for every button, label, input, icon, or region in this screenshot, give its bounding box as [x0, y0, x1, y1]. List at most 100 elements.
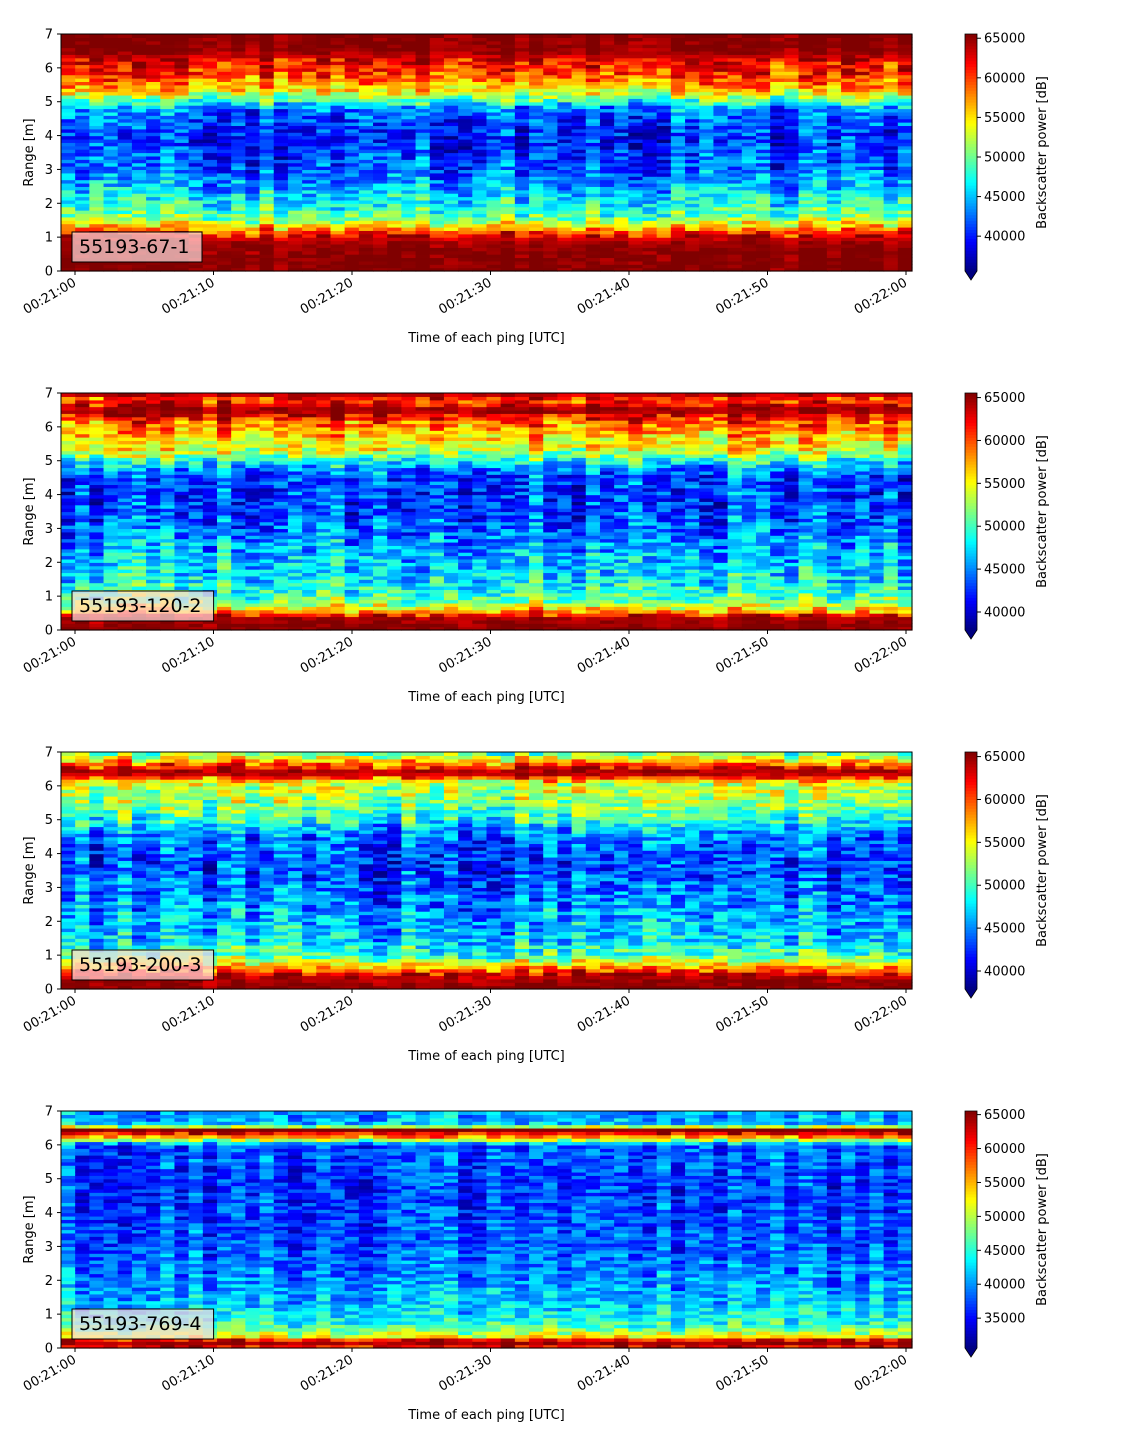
colorbar-segment — [965, 123, 977, 126]
colorbar-segment — [965, 182, 977, 185]
colorbar-segment — [965, 34, 977, 37]
colorbar-segment — [965, 46, 977, 49]
heatmap-cell — [75, 393, 90, 397]
heatmap-cell — [430, 34, 445, 38]
heatmap-cell — [444, 34, 459, 38]
heatmap-cell — [799, 34, 814, 38]
colorbar-segment — [965, 268, 977, 271]
x-tick-label: 00:22:00 — [852, 275, 910, 317]
colorbar-segment — [965, 200, 977, 203]
heatmap-cell — [472, 34, 487, 38]
heatmap-cell — [756, 34, 771, 38]
heatmap-cell — [628, 34, 643, 38]
heatmap-cell — [657, 34, 672, 38]
heatmap-cell — [416, 34, 431, 38]
deployment-label: 55193-67-1 — [79, 236, 189, 258]
heatmap-cell — [302, 34, 317, 38]
heatmap-cell — [132, 393, 147, 397]
heatmap-cell — [203, 34, 218, 38]
colorbar-segment — [965, 147, 977, 150]
y-tick-label: 3 — [45, 163, 53, 178]
heatmap-cell — [501, 34, 516, 38]
colorbar-segment — [965, 75, 977, 78]
colorbar-segment — [965, 206, 977, 209]
heatmap-cell — [699, 34, 714, 38]
colorbar-segment — [965, 164, 977, 167]
colorbar-segment — [965, 221, 977, 224]
heatmap-cell — [572, 34, 587, 38]
colorbar-segment — [965, 144, 977, 147]
heatmap-cell — [557, 34, 572, 38]
heatmap-cell — [75, 34, 90, 38]
colorbar-segment — [965, 114, 977, 117]
colorbar-segment — [965, 58, 977, 61]
x-tick-label: 00:21:00 — [21, 275, 79, 317]
heatmap-cell — [827, 34, 842, 38]
colorbar-segment — [965, 244, 977, 247]
heatmap-cell — [245, 34, 260, 38]
x-axis-label: Time of each ping [UTC] — [407, 331, 565, 346]
colorbar-segment — [965, 241, 977, 244]
colorbar-segment — [965, 135, 977, 138]
heatmap-cell — [515, 34, 530, 38]
heatmap-cell — [855, 34, 870, 38]
heatmap-cell — [118, 393, 133, 397]
colorbar-tick-label: 45000 — [984, 190, 1025, 205]
colorbar-segment — [965, 78, 977, 81]
colorbar-segment — [965, 230, 977, 233]
heatmap-cell — [160, 393, 175, 397]
heatmap-cell — [118, 34, 133, 38]
heatmap-cell — [401, 34, 416, 38]
heatmap-cell — [713, 34, 728, 38]
y-tick-label: 1 — [45, 231, 53, 246]
colorbar-segment — [965, 170, 977, 173]
colorbar-segment — [965, 253, 977, 256]
colorbar-segment — [965, 191, 977, 194]
colorbar-segment — [965, 224, 977, 227]
colorbar-segment — [965, 153, 977, 156]
heatmap-cell — [189, 34, 204, 38]
colorbar-segment — [965, 188, 977, 191]
colorbar-segment — [965, 212, 977, 215]
colorbar-segment — [965, 52, 977, 55]
heatmap-cell — [685, 34, 700, 38]
heatmap-cell — [884, 34, 899, 38]
colorbar-segment — [965, 179, 977, 182]
heatmap-cell — [784, 34, 799, 38]
colorbar-segment — [965, 138, 977, 141]
colorbar-segment — [965, 73, 977, 76]
colorbar-segment — [965, 235, 977, 238]
colorbar-segment — [965, 108, 977, 111]
heatmap-cell — [61, 34, 76, 38]
colorbar-segment — [965, 215, 977, 218]
colorbar-segment — [965, 93, 977, 96]
colorbar-segment — [965, 232, 977, 235]
colorbar-segment — [965, 84, 977, 87]
heatmap-cell — [898, 34, 913, 38]
colorbar-segment — [965, 155, 977, 158]
heatmap-cell — [586, 34, 601, 38]
x-tick-label: 00:21:50 — [713, 275, 771, 317]
colorbar-segment — [965, 99, 977, 102]
heatmap-cell — [174, 34, 189, 38]
colorbar-segment — [965, 158, 977, 161]
colorbar-segment — [965, 203, 977, 206]
heatmap-cell — [231, 34, 246, 38]
colorbar-segment — [965, 43, 977, 46]
heatmap-cell — [614, 34, 629, 38]
heatmap-cell — [387, 34, 402, 38]
heatmap-cell — [458, 34, 473, 38]
panel-2: 0123456700:21:00 00:21:10 00:21:20 00:21:30… — [21, 387, 1050, 706]
heatmap-cell — [89, 34, 104, 38]
heatmap-cell — [104, 393, 119, 397]
colorbar-segment — [965, 262, 977, 265]
colorbar-label: Backscatter power [dB] — [1035, 76, 1050, 229]
colorbar-segment — [965, 67, 977, 70]
y-tick-label: 7 — [45, 28, 53, 43]
y-axis-label: Range [m] — [22, 118, 37, 186]
colorbar-segment — [965, 167, 977, 170]
colorbar-segment — [965, 117, 977, 120]
colorbar-segment — [965, 227, 977, 230]
